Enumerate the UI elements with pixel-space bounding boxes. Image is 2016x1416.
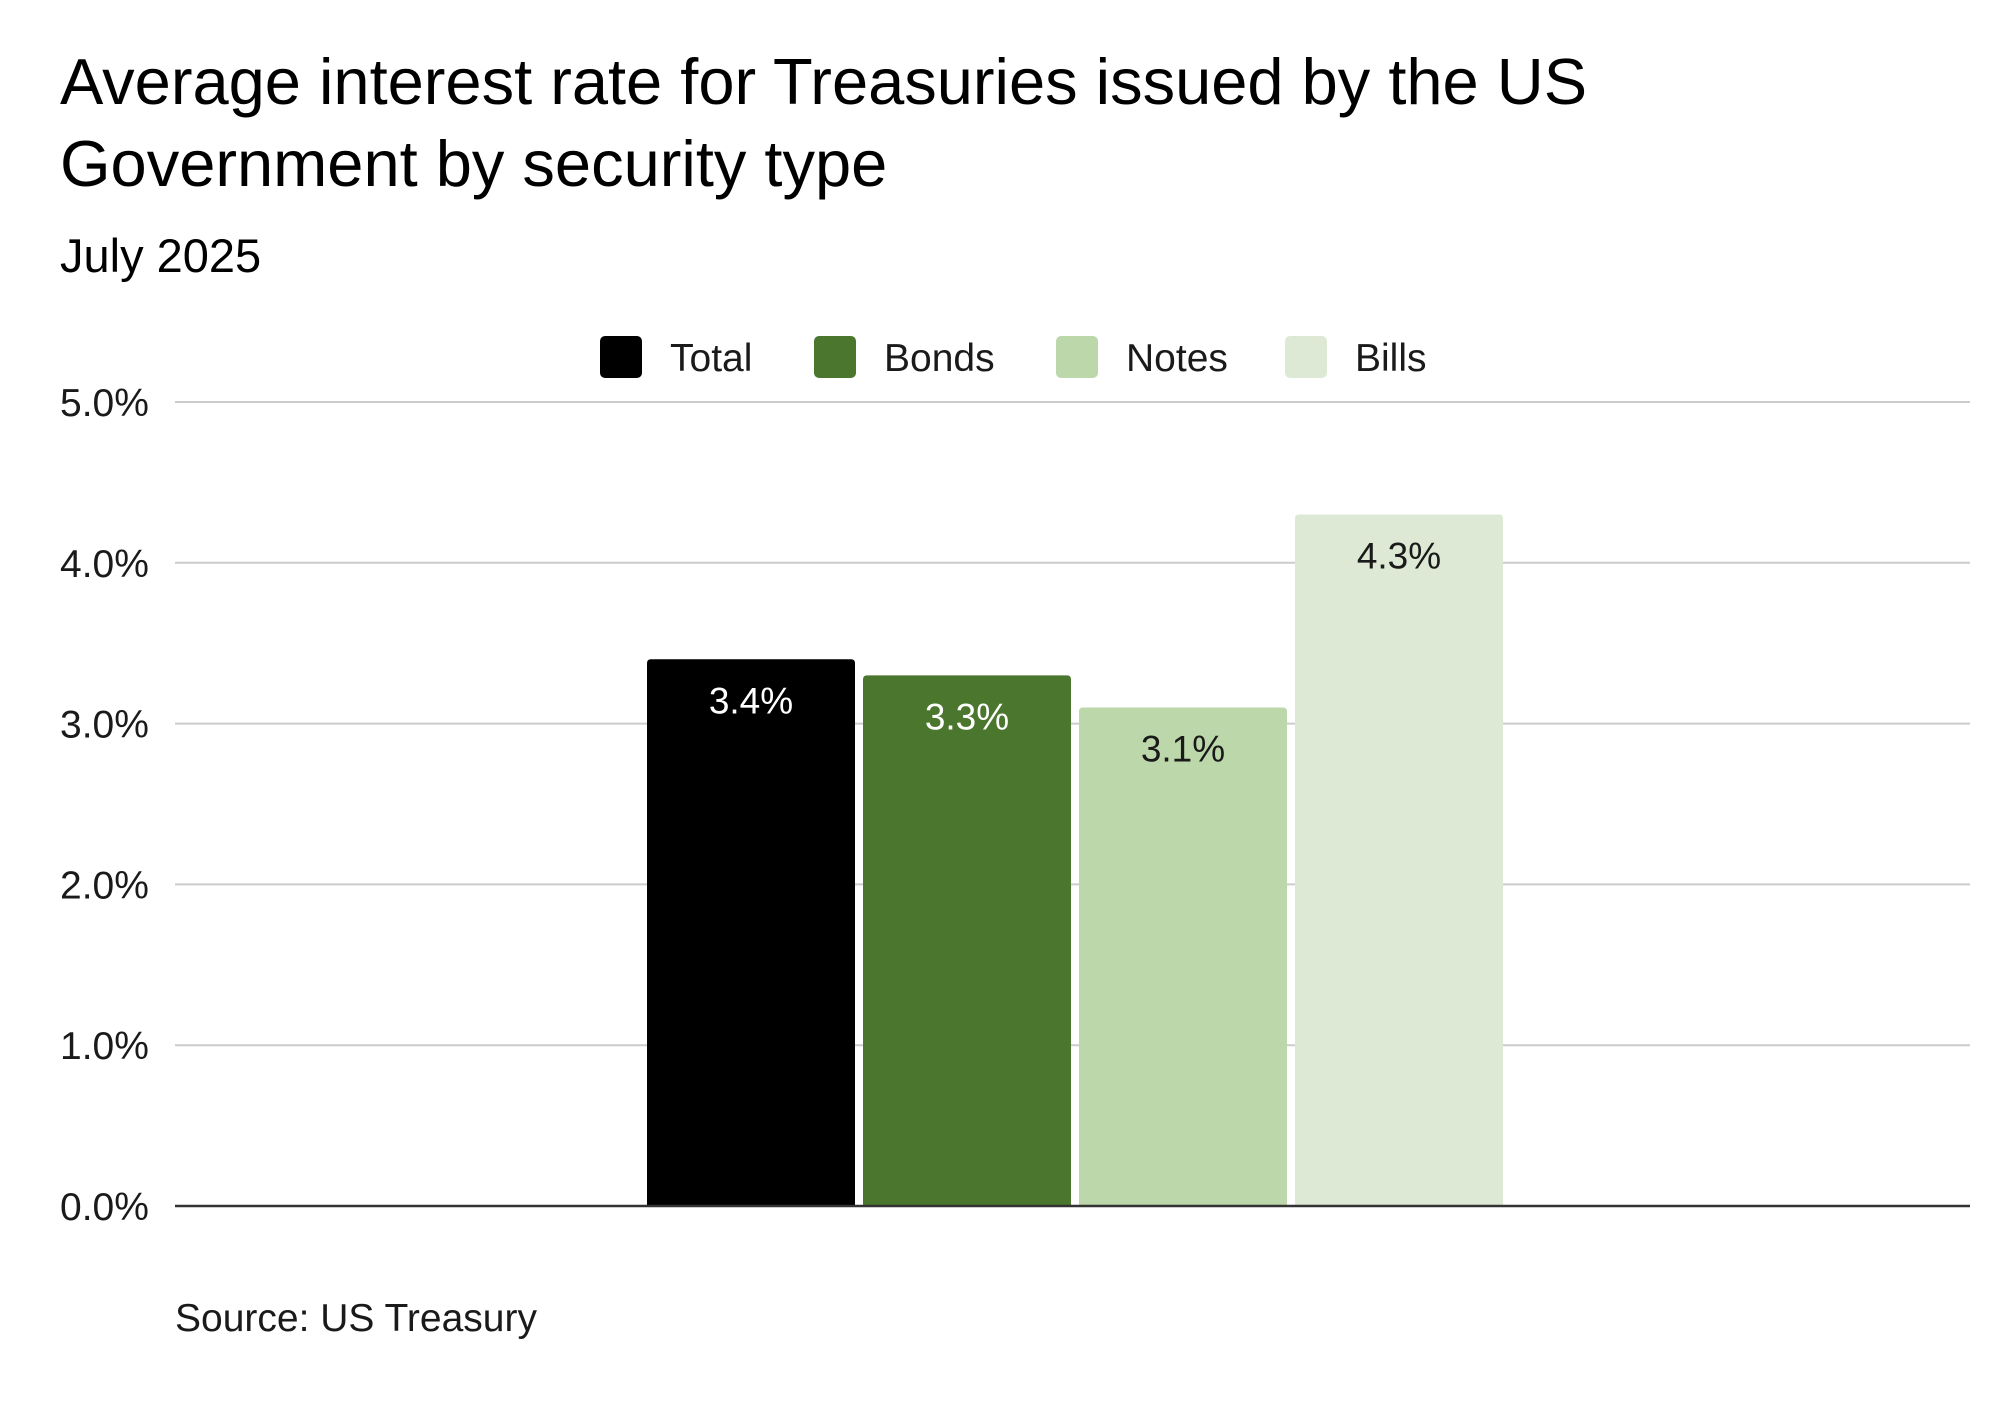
- bar-bills: [1295, 514, 1503, 1206]
- legend-label-notes: Notes: [1126, 337, 1228, 380]
- data-label-total: 3.4%: [709, 680, 793, 721]
- legend-label-bonds: Bonds: [884, 337, 995, 380]
- bar-notes: [1079, 707, 1287, 1206]
- y-tick-label: 0.0%: [60, 1186, 149, 1229]
- bars: [647, 514, 1503, 1206]
- data-label-bills: 4.3%: [1357, 536, 1441, 577]
- bar-bonds: [863, 675, 1071, 1206]
- chart-title-line-1: Average interest rate for Treasuries iss…: [60, 45, 1587, 118]
- bar-total: [647, 659, 855, 1206]
- y-tick-label: 3.0%: [60, 704, 149, 747]
- y-axis-tick-labels: 0.0% 1.0% 2.0% 3.0% 4.0% 5.0%: [60, 382, 149, 1229]
- legend-label-bills: Bills: [1355, 337, 1427, 380]
- y-tick-label: 4.0%: [60, 543, 149, 586]
- legend-swatch-bills: [1285, 336, 1327, 378]
- legend-label-total: Total: [670, 337, 752, 380]
- y-tick-label: 1.0%: [60, 1025, 149, 1068]
- y-tick-label: 2.0%: [60, 864, 149, 907]
- data-label-notes: 3.1%: [1141, 729, 1225, 770]
- source-note: Source: US Treasury: [175, 1297, 537, 1340]
- gridlines: [175, 401, 1970, 1047]
- legend-swatch-total: [600, 336, 642, 378]
- legend-swatch-notes: [1056, 336, 1098, 378]
- data-labels: 3.4% 3.3% 3.1% 4.3%: [709, 536, 1441, 770]
- legend-swatch-bonds: [814, 336, 856, 378]
- y-tick-label: 5.0%: [60, 382, 149, 425]
- chart-title-line-2: Government by security type: [60, 127, 887, 200]
- legend: Total Bonds Notes Bills: [600, 336, 1427, 380]
- chart-subtitle: July 2025: [60, 229, 261, 282]
- data-label-bonds: 3.3%: [925, 696, 1009, 737]
